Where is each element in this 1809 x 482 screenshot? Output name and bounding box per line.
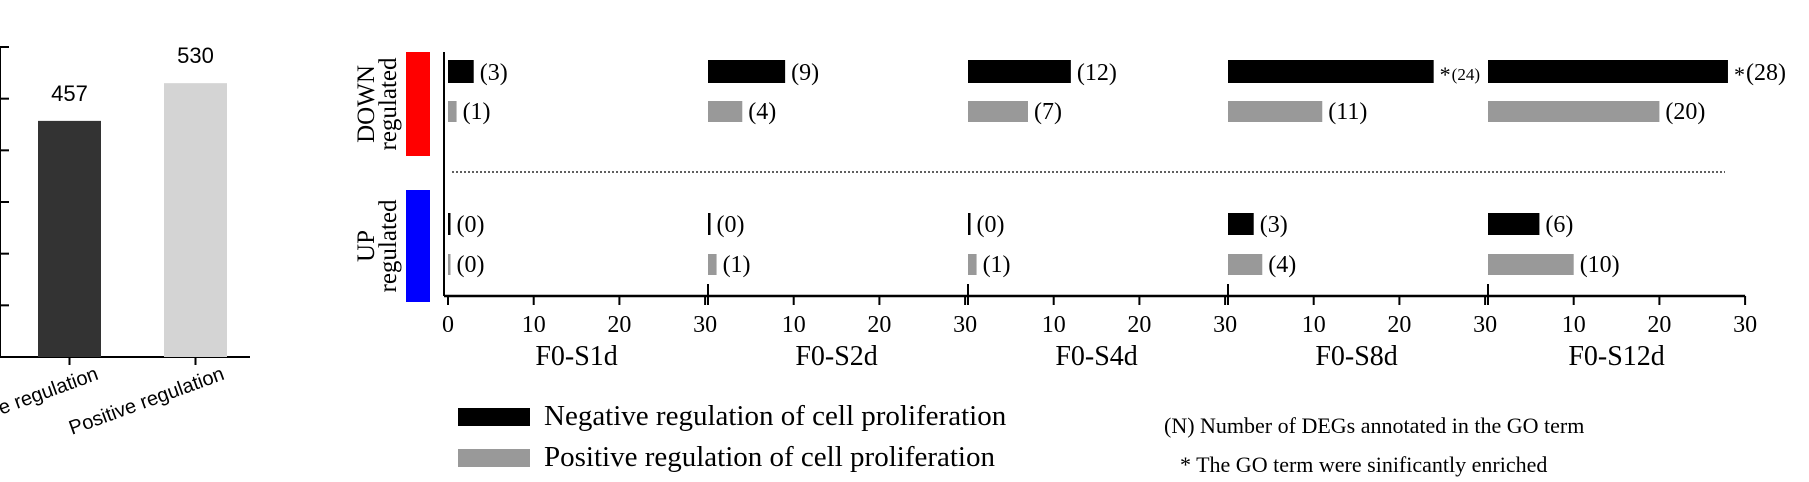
x-tick-label: 20: [607, 312, 631, 338]
panel-axes: 0 10 20 30 F0-S1d 10 20 30 F0-S2d 10 20 30 F0-S4d 10 2…: [442, 52, 1757, 372]
x-tick-label: 30: [693, 312, 717, 338]
left-y-ticks: [0, 46, 9, 358]
bar-down: [708, 60, 786, 83]
bar-count-label: (0): [457, 212, 485, 238]
bar-count-label: (11): [1328, 99, 1367, 125]
group-color-block: [406, 52, 430, 156]
notes: (N) Number of DEGs annotated in the GO t…: [1164, 413, 1584, 477]
x-tick-label: 0: [442, 312, 454, 338]
bar-down: [1228, 101, 1323, 122]
bar-count-label: (6): [1545, 212, 1573, 238]
panel-label: F0-S4d: [1055, 341, 1137, 372]
x-tick-label: 10: [1302, 312, 1326, 338]
left-bar: [164, 83, 227, 358]
bar-down: [448, 60, 474, 83]
bar-down: [448, 101, 457, 122]
bar-count-label: (3): [480, 60, 508, 86]
group-label: DOWN: [353, 65, 380, 143]
bar-down: [1488, 101, 1660, 122]
bar-count-label: (7): [1034, 99, 1062, 125]
bar-down: [708, 101, 743, 122]
legend: Negative regulation of cell proliferatio…: [458, 400, 1007, 473]
bar-count-label: (28): [1746, 60, 1786, 86]
bar-down: [968, 60, 1071, 83]
legend-swatch: [458, 449, 530, 467]
note-text: (N) Number of DEGs annotated in the GO t…: [1164, 413, 1584, 438]
bar-count-label: (9): [791, 60, 819, 86]
legend-swatch: [458, 408, 530, 426]
x-tick-label: 20: [1387, 312, 1411, 338]
x-tick-label: 10: [1562, 312, 1586, 338]
bar-count-label: (1): [983, 252, 1011, 278]
bar-count-label: (4): [1268, 252, 1296, 278]
legend-label: Negative regulation of cell proliferatio…: [544, 400, 1007, 432]
bar-count-label: (24): [1452, 65, 1480, 84]
bar-down: [968, 101, 1028, 122]
note-text: * The GO term were sinificantly enriched: [1180, 452, 1547, 477]
bar-count-label: (12): [1077, 60, 1117, 86]
x-tick-label: 20: [1127, 312, 1151, 338]
left-bars: 457 530: [38, 43, 227, 358]
bar-up: [708, 254, 717, 275]
bar-down: [1488, 60, 1728, 83]
bar-up: [448, 254, 451, 275]
x-tick-label: 10: [522, 312, 546, 338]
x-tick-label: 30: [1473, 312, 1497, 338]
x-tick-label: 10: [1042, 312, 1066, 338]
significance-marker: *: [1440, 62, 1451, 87]
bar-count-label: (1): [463, 99, 491, 125]
group-label: UP: [353, 230, 380, 262]
group-sublabel: regulated: [375, 57, 402, 151]
x-tick-label: 30: [1213, 312, 1237, 338]
panel-label: F0-S2d: [795, 341, 877, 372]
bar-up: [1228, 213, 1254, 235]
bar-count-label: (0): [717, 212, 745, 238]
x-tick-label: 30: [953, 312, 977, 338]
x-tick-label: 20: [1647, 312, 1671, 338]
group-color-block: [406, 190, 430, 302]
left-bar: [38, 120, 101, 357]
bar-up: [448, 213, 451, 235]
bar-up: [1488, 213, 1540, 235]
bar-down: [1228, 60, 1434, 83]
bar-count-label: (10): [1580, 252, 1620, 278]
bar-count-label: (20): [1665, 99, 1705, 125]
panel-label: F0-S12d: [1568, 341, 1664, 372]
group-sublabel: regulated: [375, 199, 402, 293]
bar-up: [1488, 254, 1574, 275]
bar-up: [1228, 254, 1263, 275]
left-bar-value-label: 457: [51, 81, 88, 106]
bar-up: [968, 254, 977, 275]
significance-marker: *: [1734, 62, 1745, 87]
left-bar-value-label: 530: [177, 43, 214, 68]
bar-count-label: (0): [977, 212, 1005, 238]
x-tick-label: 30: [1733, 312, 1757, 338]
legend-label: Positive regulation of cell proliferatio…: [544, 441, 995, 473]
horizontal-bars: (3)(0)(1)(0)(9)(0)(4)(1)(12)(0)(7)(1)* (2…: [448, 60, 1786, 278]
bar-up: [968, 213, 971, 235]
bar-count-label: (3): [1260, 212, 1288, 238]
x-tick-label: 10: [782, 312, 806, 338]
bar-count-label: (1): [723, 252, 751, 278]
x-tick-label: 20: [867, 312, 891, 338]
bar-count-label: (0): [457, 252, 485, 278]
bar-up: [708, 213, 711, 235]
bar-count-label: (4): [748, 99, 776, 125]
panel-label: F0-S1d: [535, 341, 617, 372]
panel-label: F0-S8d: [1315, 341, 1397, 372]
